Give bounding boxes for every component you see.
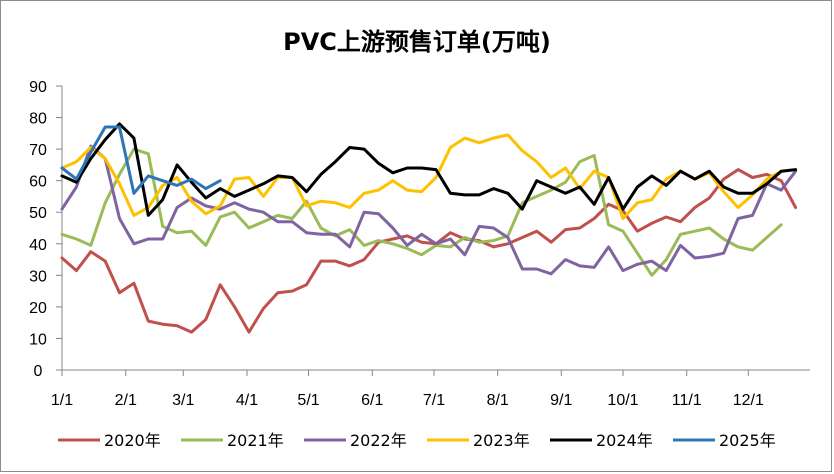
y-tick-label: 20	[29, 300, 47, 317]
x-tick-label: 9/1	[550, 392, 572, 409]
y-tick-label: 70	[29, 142, 47, 159]
x-tick-label: 5/1	[297, 392, 319, 409]
y-tick-label: 80	[29, 111, 47, 128]
y-tick-label: 30	[29, 268, 47, 285]
legend-label: 2022年	[350, 431, 407, 450]
x-tick-label: 11/1	[672, 392, 702, 409]
legend-label: 2020年	[104, 431, 161, 450]
series-line-2025年	[60, 125, 222, 195]
legend: 2020年 2021年 2022年 2023年 2024年 2025年	[58, 431, 776, 450]
chart-title: PVC上游预售订单(万吨)	[283, 28, 551, 56]
series-line-2024年	[60, 122, 798, 217]
axes: 0 10 20 30 40 50 60 70 80 90 1/1 2/1 3/1 4/1 5/1 6/1 7/1…	[29, 79, 810, 409]
y-tick-label: 60	[29, 174, 47, 191]
legend-label: 2025年	[719, 431, 776, 450]
legend-label: 2023年	[473, 431, 530, 450]
x-tick-label: 6/1	[361, 392, 383, 409]
legend-label: 2021年	[227, 431, 284, 450]
x-tick-label: 3/1	[172, 392, 194, 409]
x-tick-label: 10/1	[607, 392, 638, 409]
y-tick-label: 50	[29, 205, 47, 222]
y-tick-label: 90	[29, 79, 47, 96]
y-tick-label: 10	[29, 331, 47, 348]
x-tick-label: 12/1	[733, 392, 764, 409]
series-line-2021年	[60, 147, 783, 277]
series-lines	[60, 122, 798, 334]
x-tick-label: 4/1	[236, 392, 258, 409]
y-tick-label: 40	[29, 237, 47, 254]
x-tick-label: 1/1	[51, 392, 73, 409]
series-line-2023年	[60, 133, 783, 220]
series-line-2020年	[60, 168, 798, 334]
x-tick-label: 8/1	[487, 392, 509, 409]
y-tick-label: 0	[34, 363, 43, 380]
x-tick-label: 2/1	[115, 392, 137, 409]
series-line-2022年	[60, 144, 798, 276]
x-tick-label: 7/1	[423, 392, 445, 409]
legend-label: 2024年	[596, 431, 653, 450]
